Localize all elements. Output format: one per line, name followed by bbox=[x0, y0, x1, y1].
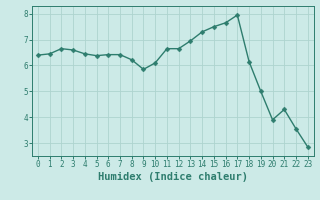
X-axis label: Humidex (Indice chaleur): Humidex (Indice chaleur) bbox=[98, 172, 248, 182]
